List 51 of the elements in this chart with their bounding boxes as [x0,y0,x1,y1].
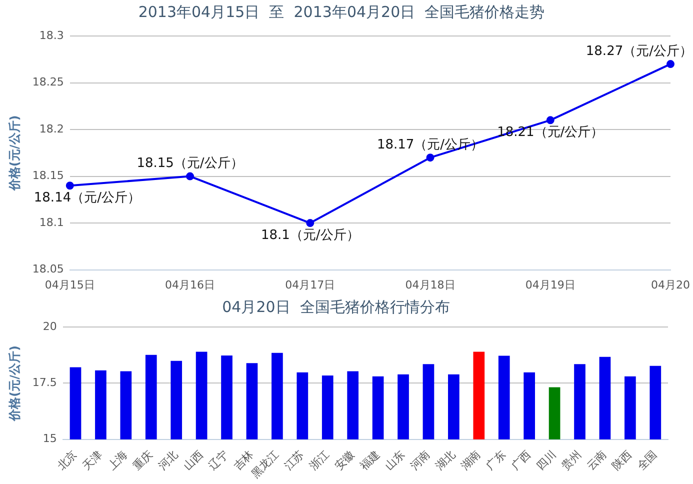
y-tick-label: 18.1 [39,216,64,229]
x-tick-label: 辽宁 [206,448,231,473]
x-tick-label: 云南 [584,448,610,473]
y-tick-label: 20 [42,320,57,333]
x-tick-label: 04月15日 [44,278,95,292]
x-tick-label: 江苏 [282,448,307,473]
x-tick-label: 河北 [156,448,180,473]
y-tick-label: 18.05 [32,262,64,276]
x-tick-label: 广西 [508,448,534,473]
x-tick-label: 全国 [634,448,660,473]
x-tick-label: 广东 [484,448,508,473]
x-tick-label: 04月17日 [285,278,336,292]
data-label: 18.27（元/公斤） [586,44,693,59]
y-tick-label: 17.5 [32,376,57,390]
x-tick-label: 04月16日 [165,278,216,292]
y-tick-label: 18.2 [39,122,64,136]
y-tick-label: 18.3 [39,28,64,42]
x-tick-label: 湖北 [433,448,458,473]
point [186,172,194,180]
point [546,116,554,124]
x-tick-label: 山东 [382,448,408,473]
chart-title: 2013年04月15日 至 2013年04月20日 全国毛猪价格走势 [138,2,545,21]
x-tick-label: 北京 [54,448,80,473]
y-axis-title: 价格(元/公斤) [7,115,22,192]
data-label: 18.14（元/公斤） [34,190,140,206]
point [426,154,434,162]
x-tick-label: 陕西 [610,448,634,473]
y-tick-label: 18.15 [32,169,64,182]
x-tick-label: 河南 [408,448,433,473]
y-tick-label: 15 [42,432,57,446]
x-tick-label: 湖南 [458,448,484,473]
chart-title: 04月20日 全国毛猪价格行情分布 [222,298,450,316]
data-label: 18.15（元/公斤） [136,156,244,172]
x-tick-label: 四川 [534,448,559,473]
x-tick-label: 04月19日 [525,278,576,292]
x-tick-label: 安徽 [332,448,357,473]
x-tick-label: 04月20 [651,278,690,292]
point [306,219,314,228]
x-tick-label: 04月18日 [405,278,456,292]
x-tick-label: 福建 [357,448,382,473]
data-label: 18.1（元/公斤） [260,228,360,243]
x-tick-label: 天津 [80,448,105,473]
x-tick-label: 浙江 [307,448,332,473]
point [666,60,675,68]
x-tick-label: 重庆 [130,448,156,473]
x-tick-label: 上海 [105,448,130,473]
x-tick-label: 贵州 [559,448,584,473]
y-axis-title: 价格(元/公斤) [7,345,22,422]
y-tick-label: 18.25 [32,76,64,89]
point [66,182,74,190]
x-tick-label: 山西 [180,448,206,473]
